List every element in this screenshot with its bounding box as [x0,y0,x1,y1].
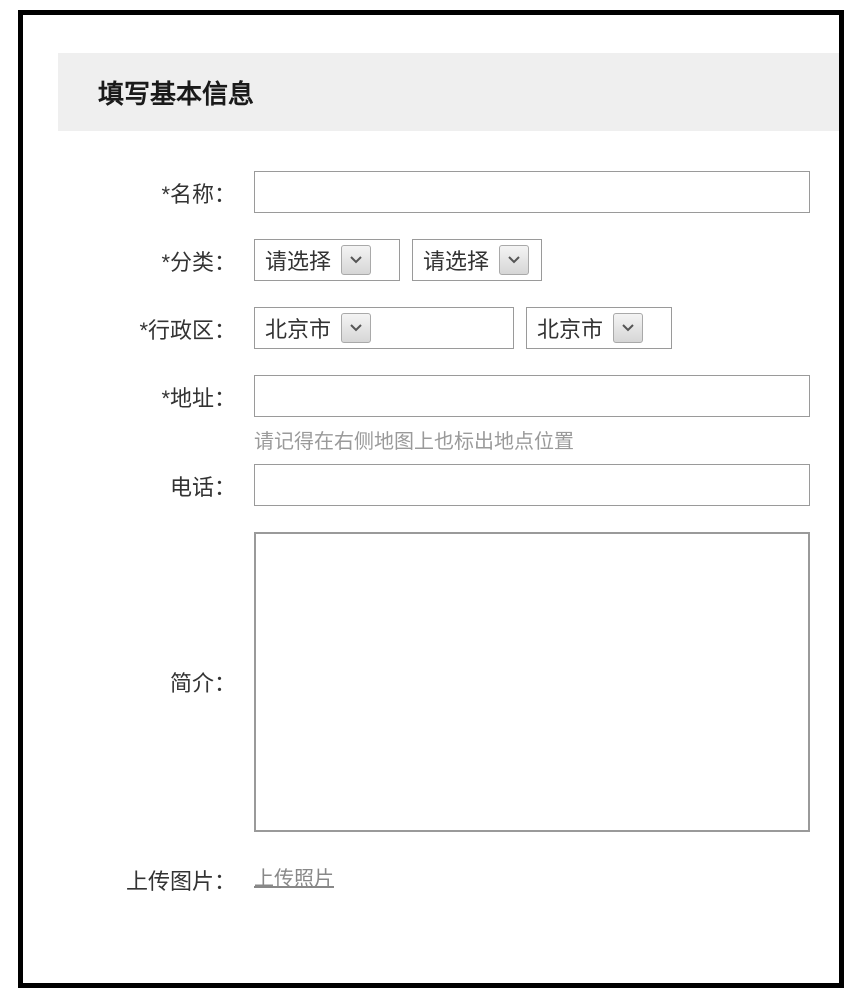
district-select-1[interactable]: 北京市 [254,307,514,349]
row-intro: 简介： [58,532,821,832]
label-intro: 简介： [58,666,236,698]
label-phone: 电话： [58,464,236,502]
row-phone: 电话： [58,464,821,506]
category-select-1-value: 请选择 [265,244,341,276]
row-address: *地址： 请记得在右侧地图上也标出地点位置 [58,375,821,454]
row-upload: 上传图片： 上传照片 [58,858,821,896]
district-select-2[interactable]: 北京市 [526,307,672,349]
row-name: *名称： [58,171,821,213]
upload-photo-link[interactable]: 上传照片 [254,858,821,891]
label-category: *分类： [58,239,236,277]
form-window: 填写基本信息 *名称： *分类： 请选择 [18,10,844,988]
district-select-2-value: 北京市 [537,312,613,344]
chevron-down-icon [341,313,371,343]
section-title: 填写基本信息 [98,74,254,111]
section-header: 填写基本信息 [58,53,839,131]
address-hint: 请记得在右侧地图上也标出地点位置 [254,425,821,454]
label-district: *行政区： [58,307,236,345]
row-category: *分类： 请选择 请选择 [58,239,821,281]
label-address: *地址： [58,375,236,413]
label-name: *名称： [58,171,236,209]
category-select-2-value: 请选择 [423,244,499,276]
chevron-down-icon [341,245,371,275]
chevron-down-icon [613,313,643,343]
name-input[interactable] [254,171,810,213]
category-select-2[interactable]: 请选择 [412,239,542,281]
form-area: *名称： *分类： 请选择 请选择 [58,171,821,896]
chevron-down-icon [499,245,529,275]
phone-input[interactable] [254,464,810,506]
district-select-1-value: 北京市 [265,312,341,344]
label-upload: 上传图片： [58,858,236,896]
address-input[interactable] [254,375,810,417]
category-select-1[interactable]: 请选择 [254,239,400,281]
intro-textarea[interactable] [254,532,810,832]
row-district: *行政区： 北京市 北京市 [58,307,821,349]
